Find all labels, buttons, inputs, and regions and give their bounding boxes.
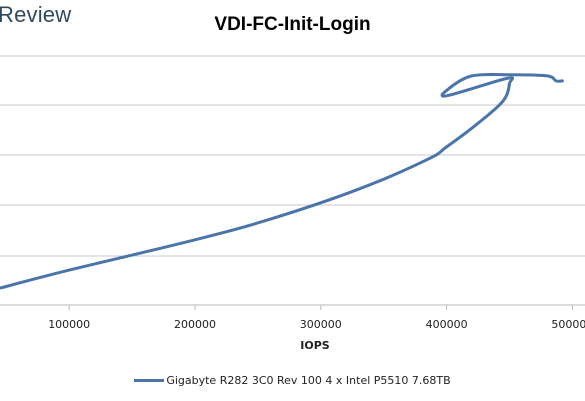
- gridlines: [0, 55, 585, 306]
- x-tick-label: 200000: [174, 318, 216, 331]
- chart-title: VDI-FC-Init-Login: [214, 14, 371, 35]
- x-tick-label: 500000: [551, 318, 585, 331]
- x-tick-label: 100000: [48, 318, 90, 331]
- legend: Gigabyte R282 3C0 Rev 100 4 x Intel P551…: [0, 374, 585, 387]
- brand-logo-text: Review: [0, 2, 72, 27]
- series-line: [0, 72, 564, 290]
- x-tick-label: 400000: [426, 318, 468, 331]
- x-axis: 100000 200000 300000 400000 500000: [48, 305, 585, 331]
- x-tick-label: 300000: [300, 318, 342, 331]
- legend-label: Gigabyte R282 3C0 Rev 100 4 x Intel P551…: [166, 374, 451, 387]
- legend-swatch: [134, 379, 165, 382]
- series-group: [0, 72, 564, 290]
- x-axis-title: IOPS: [300, 339, 330, 352]
